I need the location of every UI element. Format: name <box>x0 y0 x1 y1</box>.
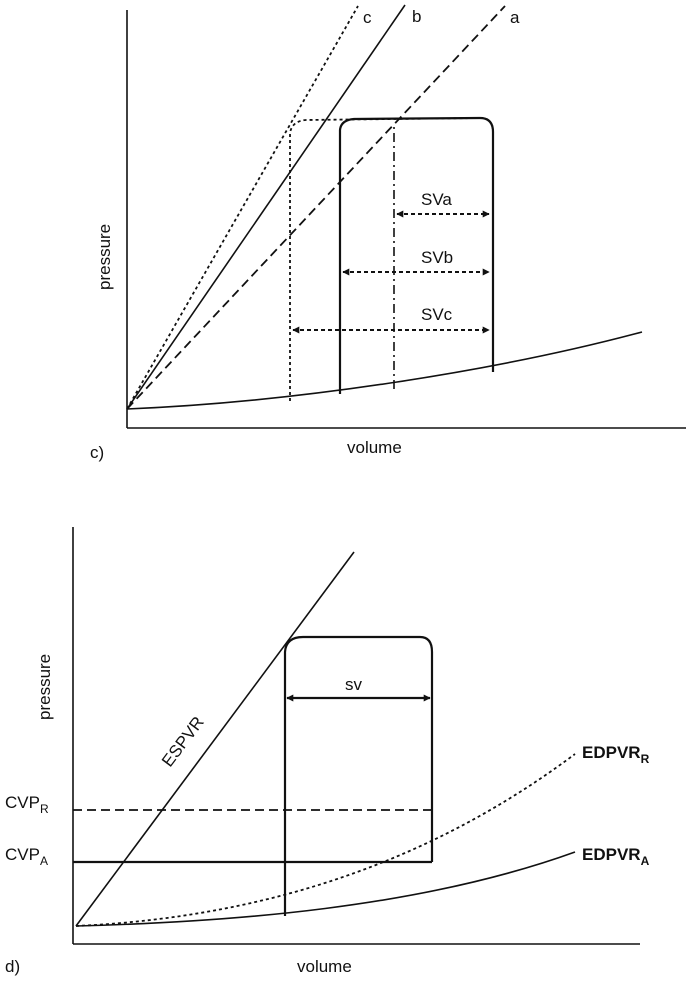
edpvr-a-label: EDPVRA <box>582 845 650 868</box>
espvr-line-b <box>126 4 406 410</box>
panel-d: sv ESPVR EDPVRR EDPVRA CVPR CVPA pressur… <box>5 527 650 976</box>
cvp-r-label: CVPR <box>5 793 49 816</box>
sv-label-c: SVc <box>421 305 453 324</box>
sv-label-a: SVa <box>421 190 452 209</box>
panel-d-xlabel: volume <box>297 957 352 976</box>
sv-label: sv <box>345 675 363 694</box>
line-label-a: a <box>510 8 520 27</box>
pv-loop-b <box>338 116 495 394</box>
edpvr-a-curve <box>75 851 576 927</box>
edpvr-r-label: EDPVRR <box>582 743 650 766</box>
edpvr-r-curve <box>75 753 576 927</box>
espvr-line-c <box>126 5 359 410</box>
espvr-label: ESPVR <box>158 713 208 770</box>
espvr-line-a <box>126 5 506 410</box>
panel-c-label: c) <box>90 443 104 462</box>
line-label-b: b <box>412 7 421 26</box>
panel-c: c b a SVa SVb SVc pressure volume c) <box>90 4 686 462</box>
panel-d-label: d) <box>5 957 20 976</box>
espvr-line <box>75 551 355 927</box>
pv-loop-c <box>289 117 494 401</box>
panel-c-edpvr-curve <box>126 331 643 410</box>
line-label-c: c <box>363 8 372 27</box>
panel-c-xlabel: volume <box>347 438 402 457</box>
panel-d-ylabel: pressure <box>35 654 54 720</box>
pv-loop <box>283 635 434 916</box>
sv-label-b: SVb <box>421 248 453 267</box>
panel-c-ylabel: pressure <box>95 224 114 290</box>
cvp-a-label: CVPA <box>5 845 48 868</box>
